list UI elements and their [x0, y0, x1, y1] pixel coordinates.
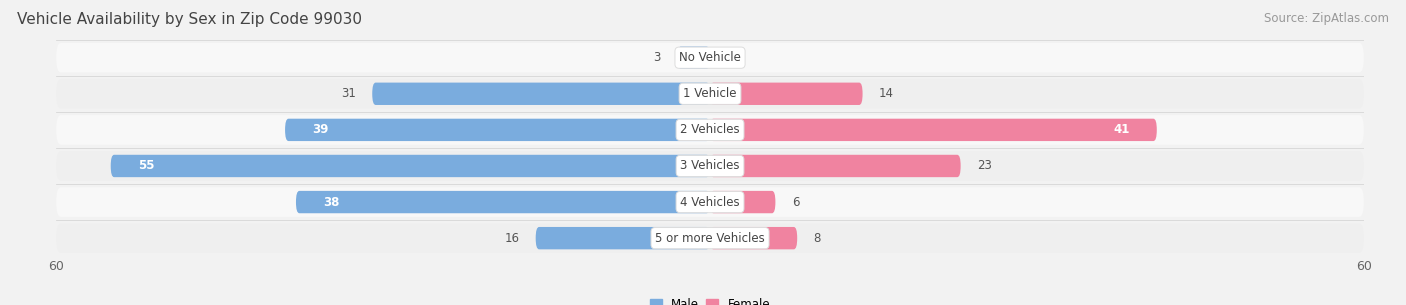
FancyBboxPatch shape [373, 83, 710, 105]
FancyBboxPatch shape [710, 191, 776, 213]
Text: 6: 6 [792, 196, 799, 209]
FancyBboxPatch shape [56, 151, 1364, 181]
Text: 5 or more Vehicles: 5 or more Vehicles [655, 232, 765, 245]
FancyBboxPatch shape [710, 119, 1157, 141]
Text: 4 Vehicles: 4 Vehicles [681, 196, 740, 209]
Text: 3: 3 [654, 51, 661, 64]
FancyBboxPatch shape [536, 227, 710, 249]
Text: 55: 55 [138, 160, 155, 172]
Text: 31: 31 [342, 87, 356, 100]
FancyBboxPatch shape [285, 119, 710, 141]
FancyBboxPatch shape [295, 191, 710, 213]
Text: 41: 41 [1114, 124, 1129, 136]
Text: 38: 38 [323, 196, 340, 209]
Text: Vehicle Availability by Sex in Zip Code 99030: Vehicle Availability by Sex in Zip Code … [17, 12, 361, 27]
FancyBboxPatch shape [710, 83, 862, 105]
FancyBboxPatch shape [678, 46, 710, 69]
Legend: Male, Female: Male, Female [650, 298, 770, 305]
FancyBboxPatch shape [710, 227, 797, 249]
Text: 2 Vehicles: 2 Vehicles [681, 124, 740, 136]
FancyBboxPatch shape [56, 115, 1364, 145]
Text: 14: 14 [879, 87, 894, 100]
Text: 23: 23 [977, 160, 991, 172]
Text: 8: 8 [814, 232, 821, 245]
FancyBboxPatch shape [710, 155, 960, 177]
Text: Source: ZipAtlas.com: Source: ZipAtlas.com [1264, 12, 1389, 25]
Text: 3 Vehicles: 3 Vehicles [681, 160, 740, 172]
Text: 1 Vehicle: 1 Vehicle [683, 87, 737, 100]
FancyBboxPatch shape [56, 43, 1364, 73]
Text: 39: 39 [312, 124, 329, 136]
FancyBboxPatch shape [56, 223, 1364, 253]
FancyBboxPatch shape [56, 187, 1364, 217]
FancyBboxPatch shape [56, 79, 1364, 109]
FancyBboxPatch shape [111, 155, 710, 177]
Text: No Vehicle: No Vehicle [679, 51, 741, 64]
Text: 0: 0 [727, 51, 734, 64]
Text: 16: 16 [505, 232, 519, 245]
